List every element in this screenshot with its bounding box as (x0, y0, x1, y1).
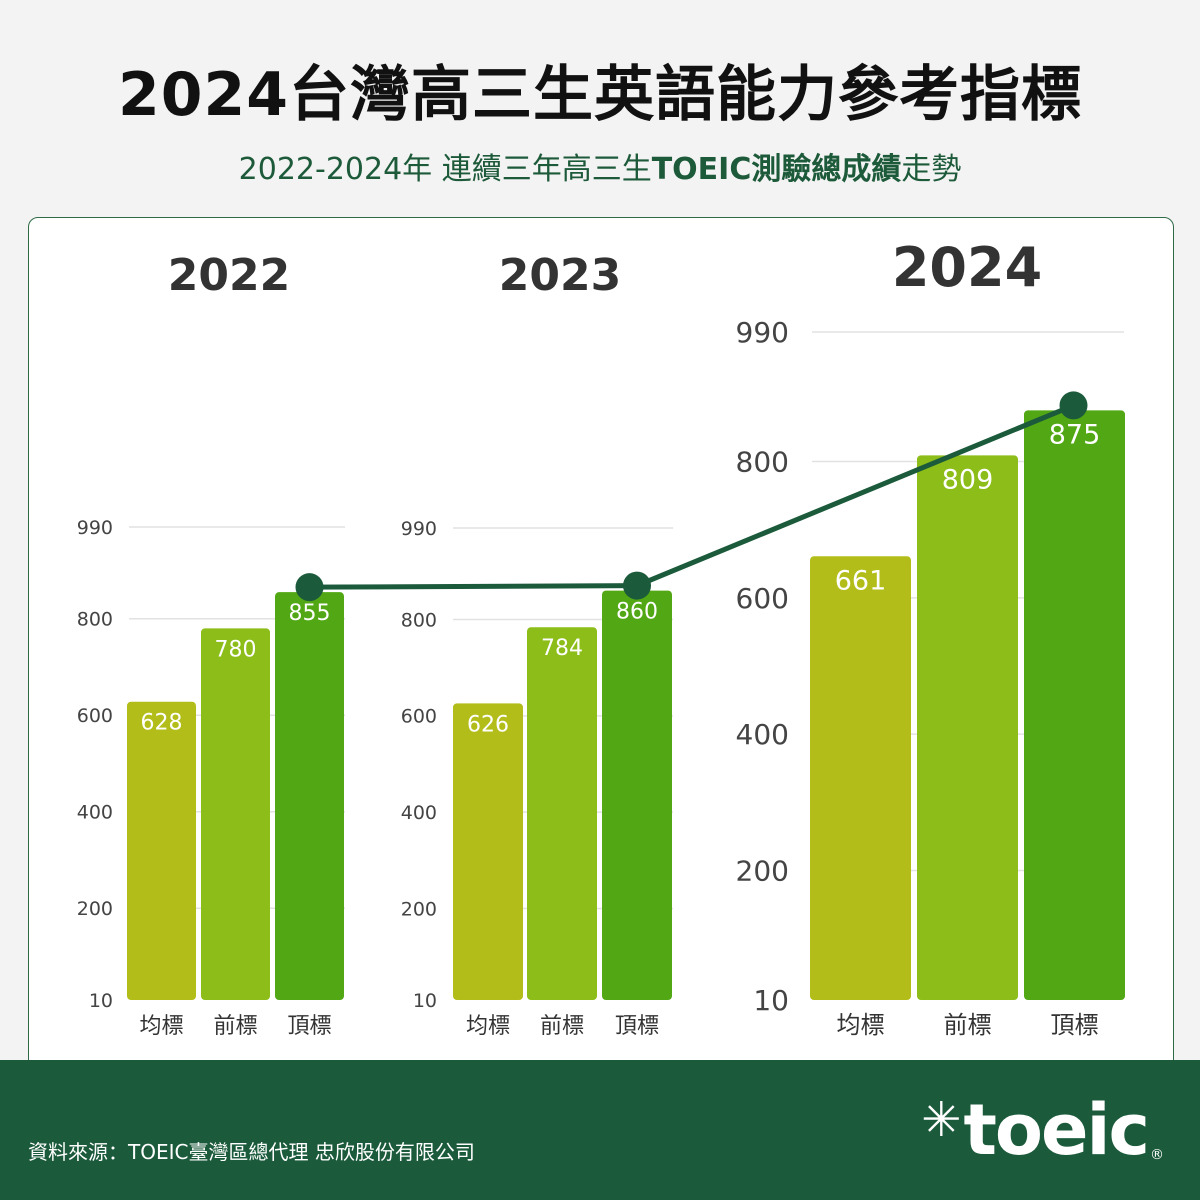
y-tick-label: 600 (77, 705, 113, 727)
y-tick-label: 10 (89, 990, 113, 1012)
y-tick-label: 990 (736, 316, 789, 349)
y-tick-label: 990 (77, 517, 113, 539)
y-tick-label: 800 (77, 609, 113, 631)
asterisk-icon: ✳ (921, 1092, 962, 1148)
y-tick-label: 200 (736, 855, 789, 888)
chart-card: 2022 10 200 400 600 800 990 628 均標 780 前標 855 頂標 2023… (28, 217, 1174, 1119)
bar-前標 (527, 627, 597, 1000)
category-label: 均標 (466, 1014, 510, 1039)
category-label: 前標 (213, 1014, 257, 1039)
category-label: 均標 (837, 1011, 885, 1039)
y-tick-label: 200 (77, 898, 113, 920)
y-tick-label: 800 (736, 446, 789, 479)
category-label: 頂標 (287, 1014, 331, 1039)
category-label: 前標 (540, 1014, 584, 1039)
category-label: 頂標 (615, 1014, 659, 1039)
y-tick-label: 10 (413, 990, 437, 1012)
y-tick-label: 400 (736, 718, 789, 751)
logo-wordmark: toeic (963, 1089, 1150, 1171)
y-tick-label: 990 (401, 518, 437, 540)
bar-前標 (917, 455, 1018, 1000)
bar-value-label: 626 (467, 712, 509, 737)
bar-頂標 (602, 590, 672, 1000)
bar-value-label: 780 (215, 637, 257, 662)
bar-value-label: 860 (616, 600, 658, 625)
subtitle-highlight: TOEIC測驗總成績 (651, 152, 902, 187)
bar-均標 (453, 703, 523, 1000)
bar-value-label: 855 (289, 601, 331, 626)
score-chart: 2022 10 200 400 600 800 990 628 均標 780 前標 855 頂標 2023… (77, 236, 1125, 1039)
subtitle-suffix: 走勢 (901, 152, 962, 187)
registered-icon: ® (1150, 1147, 1164, 1163)
y-tick-label: 800 (401, 609, 437, 631)
year-label-2022: 2022 (168, 250, 290, 301)
y-tick-label: 600 (736, 582, 789, 615)
category-label: 頂標 (1051, 1011, 1099, 1039)
y-tick-label: 600 (401, 706, 437, 728)
data-source: 資料來源：TOEIC臺灣區總代理 忠欣股份有限公司 (28, 1140, 475, 1164)
category-label: 均標 (139, 1014, 183, 1039)
bar-均標 (810, 556, 911, 1000)
trend-point (623, 571, 651, 600)
footer: 資料來源：TOEIC臺灣區總代理 忠欣股份有限公司 ✳ toeic ® (0, 1060, 1200, 1200)
page-subtitle: 2022-2024年 連續三年高三生TOEIC測驗總成績走勢 (0, 144, 1200, 188)
category-label: 前標 (944, 1011, 992, 1039)
bar-value-label: 628 (141, 711, 183, 736)
y-tick-label: 400 (77, 802, 113, 824)
bar-value-label: 809 (942, 464, 994, 495)
toeic-logo: ✳ toeic ® (921, 1090, 1164, 1170)
bar-value-label: 784 (541, 636, 583, 661)
page-title: 2024台灣高三生英語能力參考指標 (118, 60, 1082, 130)
bar-value-label: 661 (835, 565, 887, 596)
y-tick-label: 10 (753, 984, 789, 1017)
bar-value-label: 875 (1049, 419, 1101, 450)
bar-頂標 (1024, 410, 1125, 1000)
bar-頂標 (275, 592, 344, 1000)
trend-point (295, 573, 324, 602)
bar-前標 (201, 628, 270, 1000)
y-tick-label: 400 (401, 802, 437, 824)
year-label-2023: 2023 (499, 250, 621, 301)
trend-point (1059, 391, 1088, 420)
year-label-2024: 2024 (892, 236, 1042, 299)
subtitle-prefix: 2022-2024年 連續三年高三生 (238, 152, 652, 187)
bar-均標 (127, 701, 196, 1000)
y-tick-label: 200 (401, 898, 437, 920)
